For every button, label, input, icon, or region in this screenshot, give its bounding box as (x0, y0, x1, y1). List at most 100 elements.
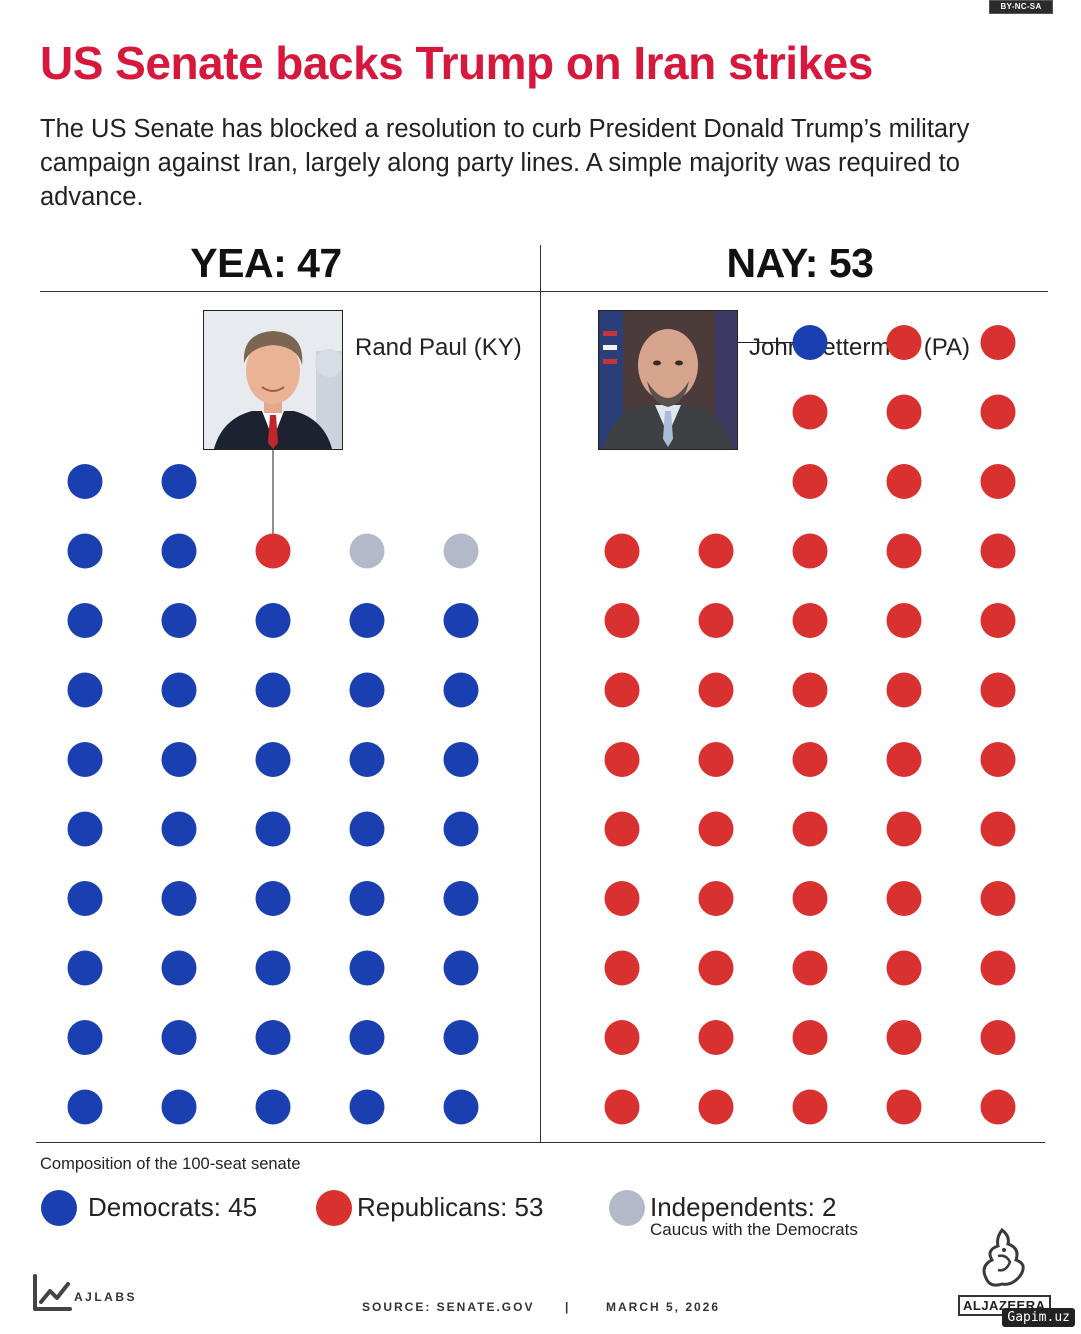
independent-legend-swatch (609, 1190, 645, 1226)
seat-dot-nay-republican (698, 603, 734, 638)
seat-dot-nay-republican (886, 950, 922, 986)
seat-dot-nay-republican (886, 881, 922, 916)
seat-dot-yea-republican (255, 533, 291, 569)
seat-dot-nay-republican (886, 325, 922, 360)
seat-dot-nay-republican (792, 672, 828, 708)
seat-dot-nay-republican (886, 742, 922, 777)
seat-dot-yea-democrat (443, 672, 479, 708)
seat-dot-yea-democrat (349, 742, 385, 777)
nay-heading: NAY: 53 (726, 240, 874, 286)
column-divider (540, 245, 541, 1143)
seat-dot-nay-republican (604, 742, 640, 777)
seat-dot-nay-republican (792, 533, 828, 569)
seat-dot-yea-democrat (349, 811, 385, 847)
seat-dot-yea-democrat (161, 464, 197, 499)
seat-dot-yea-democrat (255, 950, 291, 986)
seat-dot-nay-republican (886, 603, 922, 638)
seat-dot-nay-republican (886, 811, 922, 847)
republican-legend-label: Republicans: 53 (357, 1192, 544, 1222)
seat-dot-yea-democrat (255, 603, 291, 638)
democrat-legend-swatch (41, 1190, 77, 1226)
seat-dot-nay-republican (698, 1089, 734, 1125)
seat-dot-yea-democrat (349, 1020, 385, 1055)
seat-dot-yea-democrat (443, 811, 479, 847)
seat-dot-yea-democrat (67, 603, 103, 638)
seat-dot-nay-republican (980, 811, 1016, 847)
seat-dot-yea-democrat (443, 742, 479, 777)
seat-dot-nay-republican (792, 603, 828, 638)
seat-dot-nay-republican (604, 1089, 640, 1125)
seat-dot-yea-democrat (349, 881, 385, 916)
seat-dot-nay-republican (698, 811, 734, 847)
seat-dot-nay-republican (886, 672, 922, 708)
seat-dot-nay-republican (698, 950, 734, 986)
john-fetterman-label: John Fetterman (PA) (749, 334, 970, 361)
legend-caption: Composition of the 100-seat senate (40, 1155, 301, 1173)
seat-dot-nay-republican (604, 881, 640, 916)
seat-dot-nay-republican (604, 672, 640, 708)
seat-dot-nay-republican (698, 533, 734, 569)
seat-dot-yea-democrat (161, 950, 197, 986)
seat-dot-nay-republican (792, 950, 828, 986)
seat-dot-nay-republican (792, 1089, 828, 1125)
rand-paul-photo (203, 310, 343, 450)
seat-dot-nay-republican (886, 394, 922, 430)
source-text: SOURCE: SENATE.GOV (362, 1300, 535, 1314)
seat-dot-nay-republican (792, 394, 828, 430)
seat-dot-yea-democrat (349, 672, 385, 708)
page-title: US Senate backs Trump on Iran strikes (40, 37, 873, 89)
seat-dot-yea-democrat (161, 1020, 197, 1055)
seat-dot-nay-republican (980, 325, 1016, 360)
seat-dot-nay-republican (980, 672, 1016, 708)
seat-dot-yea-democrat (67, 881, 103, 916)
seat-dot-nay-republican (980, 1020, 1016, 1055)
independent-legend-note: Caucus with the Democrats (650, 1220, 858, 1239)
seat-dot-nay-republican (792, 1020, 828, 1055)
chart-bottom-rule (36, 1142, 1045, 1143)
seat-dot-yea-democrat (255, 1089, 291, 1125)
seat-dot-nay-republican (792, 742, 828, 777)
seat-dot-yea-democrat (67, 672, 103, 708)
seat-dot-nay-republican (698, 1020, 734, 1055)
header-rule (40, 291, 1048, 292)
seat-dot-yea-democrat (255, 1020, 291, 1055)
seat-dot-nay-republican (980, 603, 1016, 638)
seat-dot-nay-republican (980, 1089, 1016, 1125)
seat-dot-nay-republican (698, 881, 734, 916)
seat-dot-nay-republican (980, 394, 1016, 430)
seat-dot-yea-democrat (255, 672, 291, 708)
seat-dot-nay-republican (698, 672, 734, 708)
seat-dot-yea-democrat (443, 881, 479, 916)
seat-dot-yea-democrat (161, 603, 197, 638)
seat-dot-yea-independent (443, 533, 479, 569)
seat-dot-nay-republican (792, 811, 828, 847)
seat-dot-yea-democrat (255, 881, 291, 916)
watermark: Gapim.uz (1002, 1308, 1075, 1327)
rand-paul-label: Rand Paul (KY) (355, 334, 522, 361)
seat-dot-yea-democrat (67, 950, 103, 986)
seat-dot-yea-democrat (161, 742, 197, 777)
seat-dot-nay-republican (604, 603, 640, 638)
seat-dot-nay-republican (886, 464, 922, 499)
seat-dot-yea-democrat (349, 1089, 385, 1125)
seat-dot-nay-republican (604, 950, 640, 986)
seat-dot-yea-democrat (161, 1089, 197, 1125)
seat-dot-yea-democrat (67, 811, 103, 847)
seat-dot-yea-democrat (161, 881, 197, 916)
seat-dot-nay-republican (792, 464, 828, 499)
seat-dot-nay-republican (980, 950, 1016, 986)
seat-dot-nay-republican (886, 1089, 922, 1125)
seat-dot-yea-democrat (67, 533, 103, 569)
seat-dot-nay-republican (886, 1020, 922, 1055)
seat-dot-yea-democrat (349, 950, 385, 986)
seat-dot-yea-democrat (349, 603, 385, 638)
seat-dot-yea-democrat (443, 603, 479, 638)
seat-dot-yea-democrat (67, 1089, 103, 1125)
seat-dot-yea-democrat (443, 950, 479, 986)
ajlabs-brand: AJLABS (74, 1290, 138, 1304)
seat-dot-nay-republican (792, 881, 828, 916)
seat-dot-nay-republican (604, 1020, 640, 1055)
seat-dot-yea-democrat (161, 533, 197, 569)
ajlabs-logo-icon (33, 1274, 72, 1311)
